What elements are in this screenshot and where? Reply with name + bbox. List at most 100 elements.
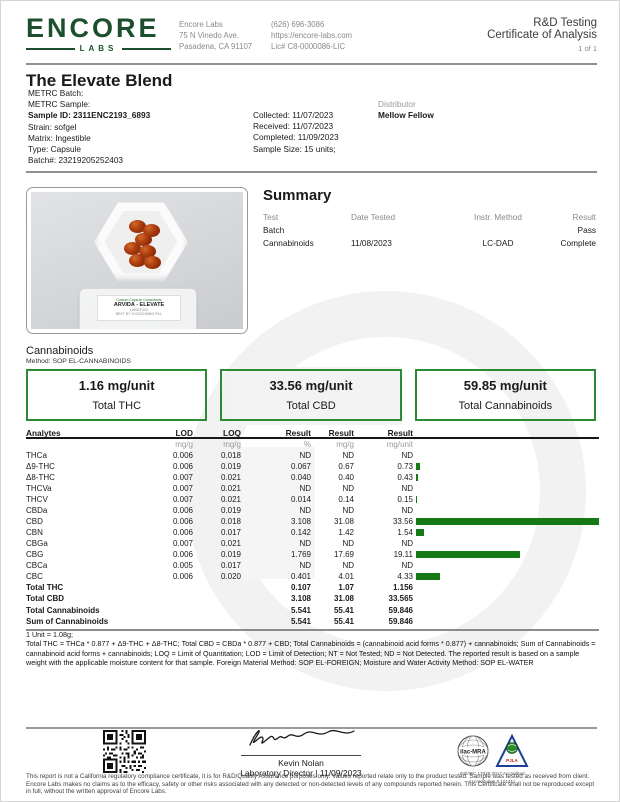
analyte-lod: 0.006 — [172, 572, 193, 581]
analyte-row: THCa 0.006 0.018 ND ND ND — [26, 450, 599, 461]
batch-number: Batch#: 23219205252403 — [28, 155, 124, 166]
product-name: The Elevate Blend — [26, 71, 173, 90]
summary-col-date: Date Tested — [351, 212, 396, 222]
bag-brand-text: ARVIDA - ELEVATE — [113, 302, 165, 308]
total-mgg: 55.41 — [333, 616, 354, 626]
summary-table-header: Test Date Tested Instr. Method Result — [263, 211, 596, 224]
unit-pct: % — [303, 440, 311, 449]
analyte-row: THCV 0.007 0.021 0.014 0.14 0.15 — [26, 494, 599, 505]
analyte-result-mgg: 0.14 — [338, 495, 354, 504]
analyte-result-mgg: 1.42 — [338, 528, 354, 537]
total-box-label: Total CBD — [286, 400, 336, 412]
total-pct: 3.108 — [290, 594, 311, 604]
doc-type: R&D Testing — [533, 17, 597, 29]
summary-method — [448, 224, 548, 237]
analyte-result-pct: 3.108 — [290, 517, 311, 526]
unit-lod: mg/g — [175, 440, 193, 449]
bag-logo-text: Custom Capsule Consultants — [116, 298, 162, 302]
analyte-row: Δ8-THC 0.007 0.021 0.040 0.40 0.43 — [26, 472, 599, 483]
analyte-lod: 0.006 — [172, 517, 193, 526]
metrc-batch: METRC Batch: — [28, 88, 84, 98]
analyte-loq: 0.018 — [220, 451, 241, 460]
unit-note: 1 Unit = 1.08g; — [26, 630, 73, 639]
summary-heading: Summary — [263, 187, 332, 204]
totals-boxes: 1.16 mg/unit Total THC 33.56 mg/unit Tot… — [26, 369, 596, 421]
unit-loq: mg/g — [223, 440, 241, 449]
type: Type: Capsule — [28, 144, 82, 155]
analytes-totals-body: Total THC 0.107 1.07 1.156 Total CBD 3.1… — [26, 582, 599, 627]
analyte-lod: 0.007 — [172, 484, 193, 493]
sample-info-block: METRC Batch: METRC Sample: Sample ID: 23… — [28, 88, 150, 166]
analyte-name: THCa — [26, 451, 47, 460]
accreditation-text-line1: ISO/IEC 17025:2017 Accredited — [459, 771, 525, 776]
result-bar — [416, 518, 599, 525]
lab-website-link[interactable]: https://encore-labs.com — [271, 31, 353, 40]
bag-lot-text: L#830TV02 — [129, 308, 149, 312]
analyte-loq: 0.018 — [220, 517, 241, 526]
analyte-result-pct: 1.769 — [290, 550, 311, 559]
analytes-table: Analytes LOD LOQ Result Result Result mg… — [26, 427, 599, 632]
col-result-mgunit: Result — [387, 428, 413, 438]
analyte-result-mgg: ND — [342, 451, 354, 460]
analyte-result-pct: ND — [299, 484, 311, 493]
analyte-name: CBCa — [26, 561, 48, 570]
summary-method: LC-DAD — [482, 238, 514, 248]
total-pct: 5.541 — [290, 605, 311, 615]
col-loq: LOQ — [223, 428, 241, 438]
analyte-row: CBD 0.006 0.018 3.108 31.08 33.56 — [26, 516, 599, 527]
total-name: Total THC — [26, 583, 64, 592]
logo-rule-left — [26, 47, 75, 50]
lab-address-line2: Pasadena, CA 91107 — [179, 42, 253, 51]
analyte-name: CBDa — [26, 506, 48, 515]
total-box-value: 1.16 mg/unit — [78, 378, 155, 393]
analytes-table-body: THCa 0.006 0.018 ND ND ND Δ9-THC 0.006 0… — [26, 450, 599, 582]
analyte-row: CBC 0.006 0.020 0.401 4.01 4.33 — [26, 571, 599, 582]
summary-section: Summary Test Date Tested Instr. Method R… — [263, 187, 596, 250]
capsule — [129, 220, 146, 233]
analyte-loq: 0.017 — [220, 561, 241, 570]
analyte-lod: 0.006 — [172, 550, 193, 559]
analyte-result-pct: ND — [299, 539, 311, 548]
analyte-name: THCV — [26, 495, 48, 504]
analytes-table-header: Analytes LOD LOQ Result Result Result — [26, 427, 599, 439]
capsule — [144, 256, 161, 269]
analyte-result-mgunit: 0.43 — [397, 473, 413, 482]
strain: Strain: sofgel — [28, 121, 77, 132]
analyte-result-mgg: 4.01 — [338, 572, 354, 581]
legal-disclaimer: This report is not a California regulato… — [26, 773, 595, 796]
total-name: Total Cannabinoids — [26, 605, 100, 615]
analyte-result-pct: ND — [299, 451, 311, 460]
analyte-row: CBCa 0.005 0.017 ND ND ND — [26, 560, 599, 571]
pjla-badge-icon: PJLA — [495, 733, 529, 767]
analyte-result-pct: ND — [299, 561, 311, 570]
analyte-name: CBC — [26, 572, 43, 581]
lab-contact-block: (626) 696-3086 https://encore-labs.com L… — [271, 13, 391, 61]
total-row: Total CBD 3.108 31.08 33.565 — [26, 593, 599, 604]
analyte-loq: 0.019 — [220, 506, 241, 515]
section-divider — [26, 171, 597, 173]
sample-photo: Custom Capsule Consultants ARVIDA - ELEV… — [26, 187, 248, 334]
analyte-row: THCVa 0.007 0.021 ND ND ND — [26, 483, 599, 494]
total-name: Total CBD — [26, 594, 65, 604]
analyte-name: Δ9-THC — [26, 462, 55, 471]
analyte-result-mgunit: ND — [401, 484, 413, 493]
lab-address-block: Encore Labs 75 N Vinedo Ave. Pasadena, C… — [179, 13, 267, 61]
doc-title: Certificate of Analysis — [487, 29, 597, 41]
analyte-loq: 0.021 — [220, 473, 241, 482]
analyte-lod: 0.006 — [172, 462, 193, 471]
analyte-result-pct: 0.401 — [290, 572, 311, 581]
summary-test: Cannabinoids — [263, 238, 314, 248]
total-row: Total THC 0.107 1.07 1.156 — [26, 582, 599, 593]
analyte-name: CBD — [26, 517, 43, 526]
header: ENCORE LABS Encore Labs 75 N Vinedo Ave.… — [26, 13, 597, 61]
analyte-result-mgg: 17.69 — [333, 550, 354, 559]
summary-col-test: Test — [263, 212, 279, 222]
analyte-loq: 0.021 — [220, 484, 241, 493]
result-bar — [416, 551, 521, 558]
sample-id: Sample ID: 2311ENC2193_6893 — [28, 110, 151, 121]
total-box-label: Total THC — [92, 400, 142, 412]
collected-date: Collected: 11/07/2023 — [253, 110, 334, 120]
total-box: 59.85 mg/unit Total Cannabinoids — [414, 369, 596, 421]
cannabinoids-method: Method: SOP EL-CANNABINOIDS — [26, 358, 131, 365]
